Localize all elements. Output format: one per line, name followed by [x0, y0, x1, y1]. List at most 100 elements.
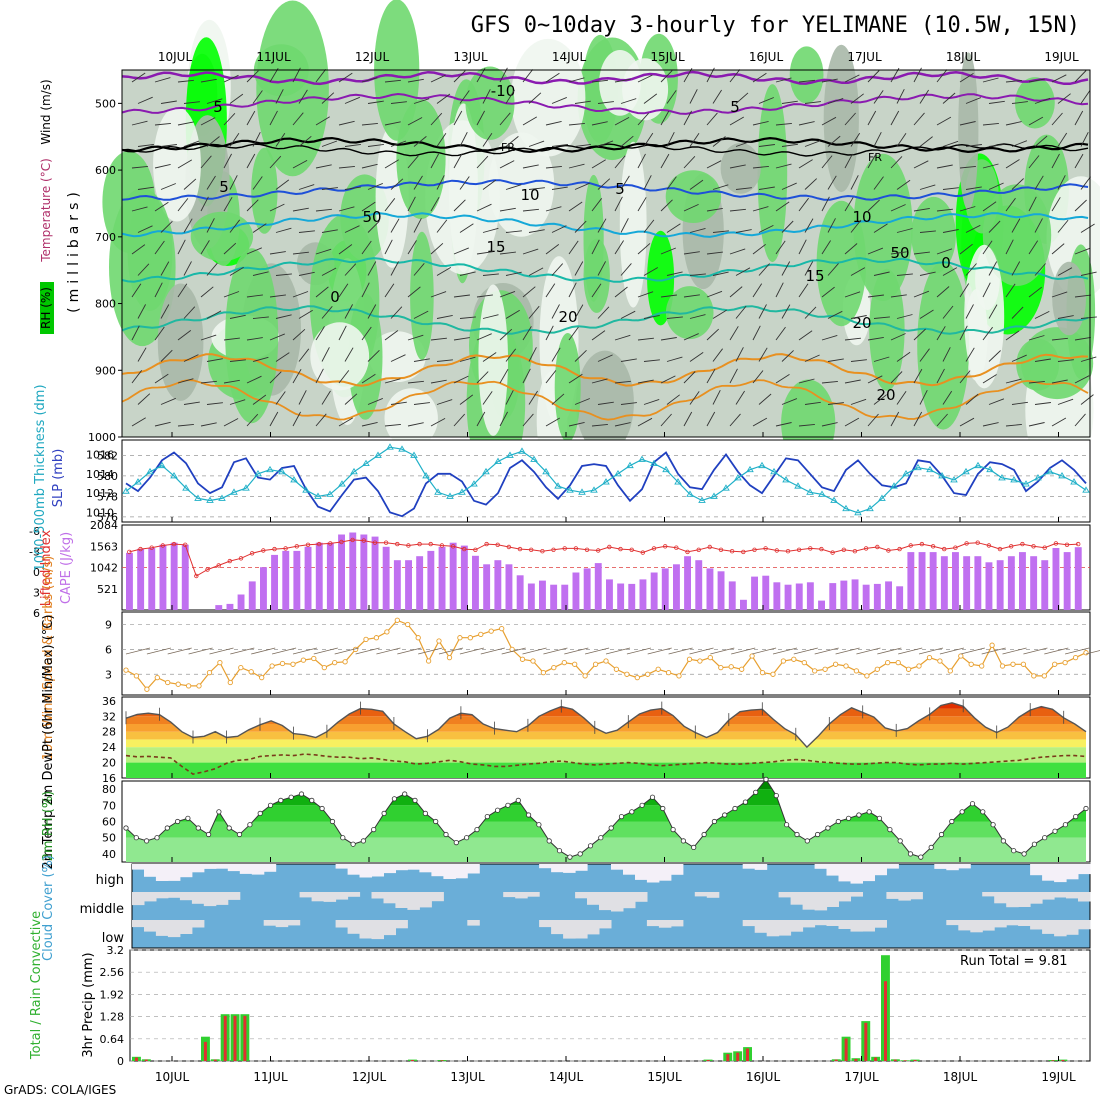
thickness-point: [386, 443, 394, 450]
day-label-top: 16JUL: [749, 50, 784, 64]
wind-barb: [798, 239, 807, 255]
wind-barb: [775, 201, 790, 212]
wind-barb: [1005, 283, 1016, 298]
precip-convective-bar: [144, 1059, 148, 1061]
wind-barb: [436, 219, 448, 233]
cape-bar: [1052, 548, 1060, 610]
wind-barb: [965, 304, 974, 319]
wind-barb: [177, 330, 192, 341]
wind-barb: [1028, 196, 1037, 212]
wind-barb: [206, 310, 222, 319]
rh-point: [990, 822, 996, 828]
wind-barb: [252, 394, 267, 405]
wind-barb: [528, 92, 542, 104]
rh-patch: [917, 261, 970, 430]
li-point: [238, 556, 244, 561]
wind-barb: [177, 283, 188, 298]
wind-barb: [988, 143, 1005, 147]
wind-barb: [384, 198, 396, 212]
wind-barb: [453, 375, 469, 384]
wind-barb: [338, 325, 347, 341]
wind-barb: [275, 273, 292, 276]
cape-bar: [617, 583, 625, 610]
li-point: [640, 550, 645, 555]
wind-barb: [315, 208, 332, 212]
cape-bar: [315, 542, 323, 610]
wind-point: [718, 664, 724, 671]
wind-barb: [942, 390, 953, 405]
wind-barb: [361, 240, 372, 255]
wind-barb: [160, 397, 176, 405]
wind-barb: [936, 248, 953, 255]
wind-point: [300, 657, 307, 663]
wind-barb: [321, 92, 335, 104]
day-label-top: 15JUL: [650, 50, 685, 64]
wind-barb: [614, 240, 624, 255]
cloud-cell: [826, 892, 839, 907]
wind-barb: [252, 90, 263, 104]
wind-barb: [505, 271, 522, 276]
wind-barb: [959, 121, 976, 126]
cloud-cell: [587, 892, 600, 905]
precip-convective-bar: [854, 1058, 858, 1061]
precip-convective-bar: [913, 1060, 917, 1061]
wind-barb: [137, 96, 153, 104]
wind-barb: [758, 304, 767, 319]
wind-barb: [666, 316, 683, 319]
wind-barb: [775, 77, 792, 83]
wind10m-barb: [355, 647, 380, 655]
cloud-cell: [754, 920, 768, 933]
wind10m-barb: [522, 647, 547, 655]
cape-bar: [427, 550, 435, 610]
wind10m-barb: [125, 647, 151, 655]
contour-line: [121, 305, 1089, 335]
cloud-cell: [994, 892, 1007, 904]
wind-barb: [246, 70, 259, 83]
wind-barb: [821, 334, 838, 341]
precip-convective-bar: [213, 1059, 217, 1061]
wind-barb: [1051, 74, 1067, 83]
cape-ytick: 2084: [90, 519, 118, 532]
rh-point: [371, 826, 377, 833]
cloud-cell: [299, 892, 313, 898]
wind-point: [916, 663, 922, 669]
contour-line: [121, 353, 1089, 387]
wind-barb: [660, 199, 673, 212]
wind-barb: [574, 398, 590, 405]
wind-barb: [499, 160, 515, 169]
rh-point: [969, 801, 976, 807]
rh-point: [711, 818, 718, 825]
wind-barb: [177, 121, 194, 126]
wind-barb: [315, 164, 332, 169]
cape-ylabel-cape: CAPE (J/kg): [59, 532, 74, 604]
wind-barb: [1005, 423, 1022, 427]
cape-bar: [304, 546, 312, 610]
rh-point: [577, 851, 583, 857]
wind-barb: [344, 143, 361, 147]
wind-barb: [752, 206, 769, 212]
li-point: [997, 546, 1003, 552]
precip-ytick: 1.92: [100, 988, 125, 1001]
wind-barb: [959, 206, 976, 212]
cloud-cell: [335, 892, 349, 900]
wind-point: [937, 658, 943, 664]
wind-barb: [551, 144, 568, 147]
wind-barb: [1074, 199, 1087, 212]
rh-point: [556, 848, 563, 854]
wind10m-barb: [292, 647, 318, 655]
day-label-bottom: 12JUL: [352, 1070, 387, 1084]
wind-barb: [1080, 90, 1091, 104]
wind-barb: [913, 290, 930, 298]
cape-bar: [806, 582, 814, 610]
run-total-label: Run Total = 9.81: [960, 954, 1068, 969]
thickness-ytick: 580: [97, 470, 118, 483]
thickness-point: [794, 482, 802, 489]
wind-barb: [545, 370, 557, 384]
wind-barb: [1034, 358, 1051, 362]
wind-barb: [959, 283, 970, 298]
wind-point: [665, 669, 672, 676]
wind-barb: [781, 220, 794, 233]
rh-point: [980, 809, 986, 815]
cloud-cell: [790, 920, 804, 932]
wind-barb: [131, 120, 148, 126]
